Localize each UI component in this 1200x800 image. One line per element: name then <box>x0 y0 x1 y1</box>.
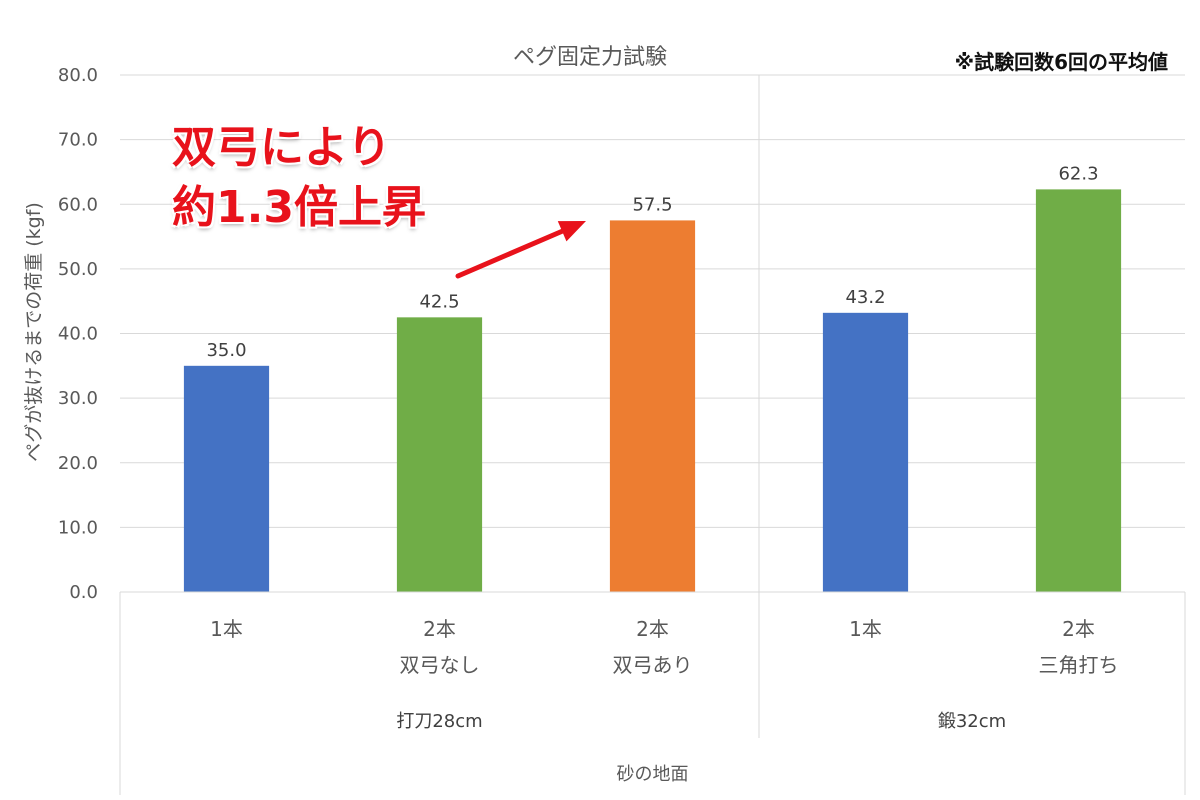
bar-value-label: 57.5 <box>632 194 672 215</box>
bar <box>1035 189 1122 593</box>
y-tick-label: 30.0 <box>58 388 98 409</box>
y-tick-label: 10.0 <box>58 517 98 538</box>
y-tick-label: 70.0 <box>58 130 98 151</box>
bar-value-label: 42.5 <box>419 291 459 312</box>
y-tick-labels: 0.0 10.0 20.0 30.0 40.0 50.0 60.0 70.0 80.0 <box>58 65 98 603</box>
category-label-line1: 2本 <box>1062 617 1095 641</box>
category-label-line1: 2本 <box>423 617 456 641</box>
bars <box>183 189 1122 593</box>
group-label: 鍛32cm <box>938 711 1006 732</box>
value-labels: 35.0 42.5 57.5 43.2 62.3 <box>206 163 1098 360</box>
category-label-line2: 双弓なし <box>400 653 480 677</box>
callout-line-2: 約1.3倍上昇 <box>172 182 426 233</box>
callout-arrow <box>455 221 586 279</box>
y-tick-label: 60.0 <box>58 194 98 215</box>
y-axis-label: ペグが抜けるまでの荷重 (kgf) <box>23 202 45 462</box>
callout-text: 双弓により 約1.3倍上昇 <box>172 118 426 238</box>
arrow-head <box>557 221 586 242</box>
category-label-line1: 1本 <box>210 617 243 641</box>
y-tick-label: 50.0 <box>58 259 98 280</box>
bar <box>822 312 909 592</box>
chart-title: ペグ固定力試験 <box>513 45 667 70</box>
category-label-line1: 2本 <box>636 617 669 641</box>
category-label-line2: 三角打ち <box>1039 653 1119 677</box>
group-label: 打刀28cm <box>396 711 482 732</box>
bar-value-label: 43.2 <box>845 287 885 308</box>
bar <box>183 365 270 592</box>
y-tick-label: 20.0 <box>58 453 98 474</box>
category-label-line2: 双弓あり <box>613 653 693 677</box>
bar <box>609 220 696 592</box>
category-label-line1: 1本 <box>849 617 882 641</box>
y-tick-label: 40.0 <box>58 324 98 345</box>
trial-note: ※試験回数6回の平均値 <box>954 50 1168 74</box>
y-tick-label: 80.0 <box>58 65 98 86</box>
x-axis-label: 砂の地面 <box>617 764 689 785</box>
bar-value-label: 62.3 <box>1058 163 1098 184</box>
y-tick-label: 0.0 <box>69 582 98 603</box>
callout-line-1: 双弓により <box>172 122 392 173</box>
bar-value-label: 35.0 <box>206 340 246 361</box>
arrow-shaft <box>455 228 565 279</box>
bar <box>396 317 483 592</box>
